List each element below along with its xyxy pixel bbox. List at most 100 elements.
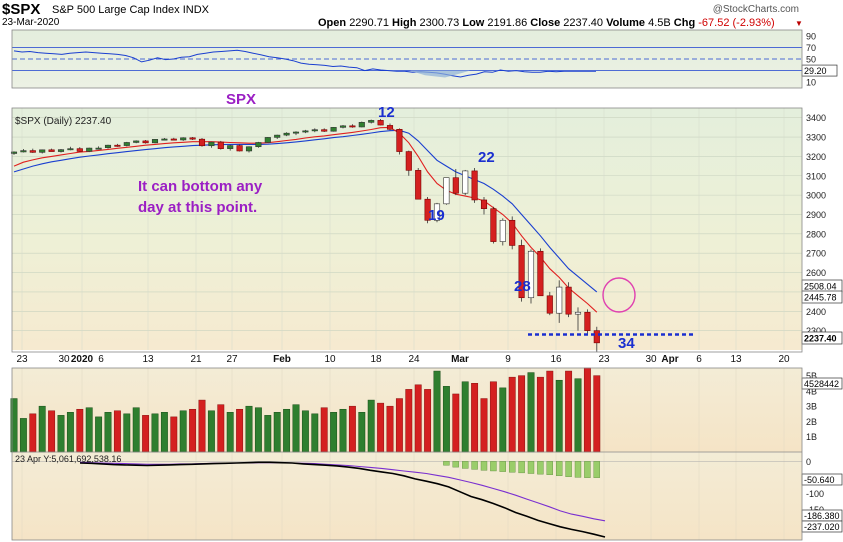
- volume-bar-up: [57, 415, 65, 453]
- volume-value: 4.5B: [648, 17, 671, 29]
- volume-bar-up: [226, 412, 234, 453]
- candle-up: [95, 147, 102, 150]
- close-value: 2237.40: [563, 17, 604, 29]
- rsi-layer: [12, 47, 802, 78]
- low-label: Low: [462, 17, 485, 29]
- volume-bar-up: [555, 379, 563, 453]
- candle-up: [227, 145, 234, 149]
- volume-bar-up: [433, 370, 441, 453]
- candle-down: [593, 330, 600, 344]
- indicator-histogram-bar: [556, 461, 563, 476]
- candle-down: [377, 120, 384, 126]
- volume-bar-down: [508, 376, 516, 453]
- candle-down: [452, 177, 459, 194]
- volume-bar-up: [95, 416, 103, 453]
- candle-up: [443, 177, 450, 205]
- price-ytick-label: 2400: [806, 307, 826, 317]
- spx-annotation: SPX: [226, 91, 256, 108]
- candle-down: [518, 245, 525, 299]
- volume-bar-up: [527, 372, 535, 453]
- indicator-value-label: -237.020: [804, 522, 840, 532]
- candle-up: [368, 120, 375, 123]
- dropdown-arrow-icon[interactable]: ▼: [795, 19, 803, 28]
- candle-down: [76, 148, 83, 152]
- x-tick-label: 10: [324, 354, 336, 365]
- rsi-value-label: 29.20: [804, 66, 827, 76]
- candle-up: [208, 141, 215, 147]
- candle-up: [255, 142, 262, 148]
- volume-bar-down: [536, 376, 544, 453]
- volume-bar-down: [518, 375, 526, 453]
- high-value: 2300.73: [419, 17, 460, 29]
- volume-bar-up: [358, 412, 366, 453]
- volume-bar-down: [489, 381, 497, 453]
- volume-bar-down: [113, 410, 121, 453]
- volume-bar-down: [198, 399, 206, 453]
- volume-bar-down: [414, 384, 422, 453]
- indicator-ytick-label: -100: [806, 489, 824, 499]
- ohlc-summary: Open 2290.71 High 2300.73 Low 2191.86 Cl…: [318, 17, 775, 29]
- candle-down: [471, 170, 478, 201]
- price-value-label: 2508.04: [804, 282, 837, 292]
- x-tick-label: 24: [408, 354, 420, 365]
- ma-slow-line: [13, 129, 598, 293]
- volume-bar-up: [461, 381, 469, 453]
- candle-down: [537, 250, 544, 297]
- price-panel-border: [11, 107, 803, 353]
- indicator-ytick-label: 0: [806, 457, 811, 467]
- candle-up: [180, 137, 187, 141]
- price-ytick-label: 2600: [806, 268, 826, 278]
- price-ytick-label: 3200: [806, 152, 826, 162]
- candle-up: [57, 149, 65, 152]
- open-value: 2290.71: [349, 17, 389, 29]
- volume-bar-up: [160, 412, 168, 453]
- volume-bar-up: [207, 410, 215, 453]
- x-tick-label: 2020: [71, 354, 94, 365]
- indicator-layer: [12, 461, 802, 538]
- index-fullname: S&P 500 Large Cap Index: [52, 4, 180, 16]
- candle-down: [217, 141, 224, 149]
- candle-up: [499, 219, 506, 242]
- indicator-histogram-bar: [584, 461, 591, 478]
- volume-bar-up: [339, 408, 347, 453]
- volume-bar-down: [48, 410, 56, 453]
- volume-bar-down: [395, 398, 403, 453]
- indicator-main-line: [79, 461, 606, 538]
- label-34: 34: [618, 335, 635, 352]
- candle-up: [556, 286, 563, 314]
- indicator-histogram-bar: [462, 461, 469, 469]
- volume-ytick-label: 1B: [806, 432, 817, 442]
- price-value-label: 2237.40: [804, 334, 837, 344]
- rsi-ytick-label: 90: [806, 31, 816, 41]
- volume-bar-down: [189, 408, 197, 453]
- open-label: Open: [318, 17, 347, 29]
- indicator-histogram-bar: [565, 461, 572, 477]
- volume-bar-up: [151, 413, 159, 453]
- volume-bar-up: [85, 407, 93, 453]
- indicator-histogram-bar: [537, 461, 544, 475]
- volume-bar-up: [311, 413, 319, 453]
- volume-bar-up: [264, 415, 272, 453]
- x-tick-label: 23: [16, 354, 28, 365]
- volume-bar-down: [565, 370, 573, 453]
- x-tick-label: 21: [190, 354, 202, 365]
- candle-up: [123, 142, 130, 146]
- low-value: 2191.86: [487, 17, 528, 29]
- indicator-histogram-bar: [518, 461, 525, 474]
- price-panel-title: $SPX (Daily) 2237.40: [15, 116, 112, 127]
- candle-down: [490, 208, 497, 242]
- axis-layer: 3400330032003100300029002800270026002500…: [16, 31, 843, 533]
- candle-up: [151, 139, 159, 144]
- x-tick-label: Feb: [273, 354, 291, 365]
- volume-bar-down: [142, 415, 150, 453]
- indicator-histogram-bar: [452, 461, 459, 468]
- candle-down: [415, 170, 422, 200]
- volume-bar-up: [245, 405, 253, 453]
- candle-up: [358, 122, 365, 128]
- candle-up: [574, 311, 582, 315]
- candle-down: [142, 140, 149, 144]
- rsi-ytick-label: 10: [806, 78, 816, 88]
- candle-up: [67, 148, 74, 151]
- price-ytick-label: 2300: [806, 326, 826, 336]
